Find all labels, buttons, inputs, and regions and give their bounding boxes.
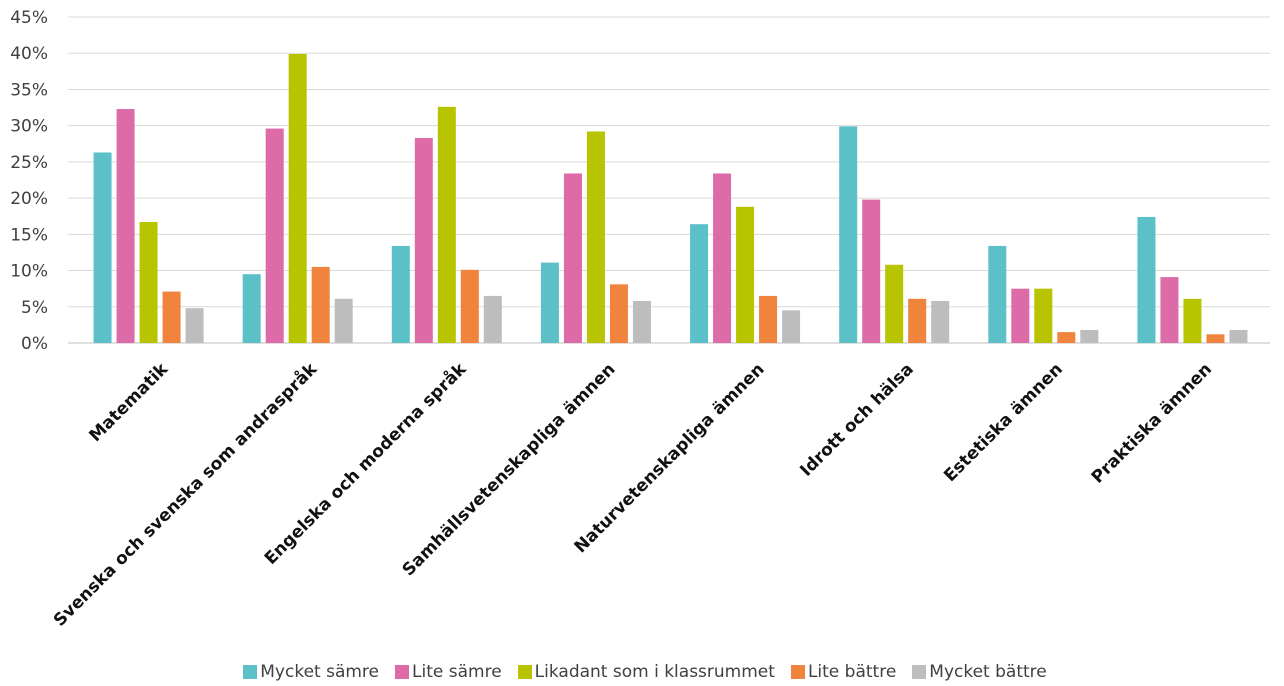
bar (609, 284, 628, 343)
bar (885, 264, 904, 343)
legend-swatch (243, 665, 258, 679)
bar (1057, 332, 1076, 343)
bar (185, 308, 204, 343)
legend-label: Lite sämre (412, 662, 502, 682)
category-label: Svenska och svenska som andraspråk (49, 357, 322, 630)
bar (586, 131, 605, 343)
legend-item: Lite sämre (395, 662, 502, 682)
y-tick-label: 10% (10, 262, 48, 282)
y-tick-label: 35% (10, 80, 48, 100)
y-tick-label: 25% (10, 153, 48, 173)
bar (1011, 288, 1030, 343)
bar (563, 173, 582, 343)
bar (908, 298, 927, 343)
legend-swatch (517, 665, 532, 679)
legend-item: Mycket sämre (243, 662, 379, 682)
bar (690, 224, 709, 343)
bar (736, 206, 755, 343)
bar (1137, 216, 1156, 343)
y-tick-label: 0% (21, 334, 48, 354)
category-label: Estetiska ämnen (940, 359, 1067, 486)
bar (242, 274, 261, 343)
bar (414, 137, 433, 343)
bar (1229, 329, 1248, 343)
bar (713, 173, 732, 343)
y-tick-label: 5% (21, 298, 48, 318)
category-label: Idrott och hälsa (796, 359, 917, 480)
bar (931, 300, 950, 343)
bar (162, 291, 181, 343)
y-tick-label: 30% (10, 117, 48, 137)
bar (540, 262, 559, 343)
y-tick-label: 40% (10, 44, 48, 64)
y-axis-ticks: 0% 5% 10% 15% 20% 25% 30% 35% 40% 45% (10, 8, 48, 354)
legend-item: Lite bättre (790, 662, 897, 682)
y-tick-label: 45% (10, 8, 48, 28)
bar (759, 295, 778, 343)
bar (862, 199, 881, 343)
bar (116, 109, 135, 343)
bar (782, 310, 801, 343)
category-label: Praktiska ämnen (1088, 359, 1216, 487)
bar (1080, 329, 1099, 343)
legend-swatch (790, 665, 805, 679)
legend-swatch (395, 665, 410, 679)
bar (1160, 277, 1179, 343)
bar (93, 152, 112, 343)
bar (334, 298, 353, 343)
bar-chart: 0% 5% 10% 15% 20% 25% 30% 35% 40% 45% MatematikSv… (10, 8, 1270, 631)
legend-label: Likadant som i klassrummet (534, 662, 775, 682)
bar (460, 269, 479, 343)
bar (1183, 298, 1202, 343)
bar (139, 222, 158, 343)
legend-label: Mycket bättre (929, 662, 1047, 682)
category-label: Matematik (85, 359, 172, 446)
legend-item: Mycket bättre (912, 662, 1047, 682)
legend-item: Likadant som i klassrummet (517, 662, 775, 682)
legend-label: Lite bättre (807, 662, 897, 682)
legend-swatch (912, 665, 927, 679)
bar (311, 266, 330, 343)
bar (391, 245, 410, 343)
bars (93, 53, 1248, 344)
bar (1034, 288, 1053, 343)
bar (265, 128, 284, 343)
legend-label: Mycket sämre (260, 662, 380, 682)
bar (1206, 334, 1225, 343)
bar (483, 295, 502, 343)
y-tick-label: 15% (10, 225, 48, 245)
bar (632, 300, 651, 343)
bar (839, 126, 858, 343)
y-tick-label: 20% (10, 189, 48, 209)
bar (988, 245, 1007, 343)
legend: Mycket sämre Lite sämre Likadant som i kla… (0, 662, 1284, 682)
bar (437, 106, 456, 343)
bar (288, 53, 307, 344)
